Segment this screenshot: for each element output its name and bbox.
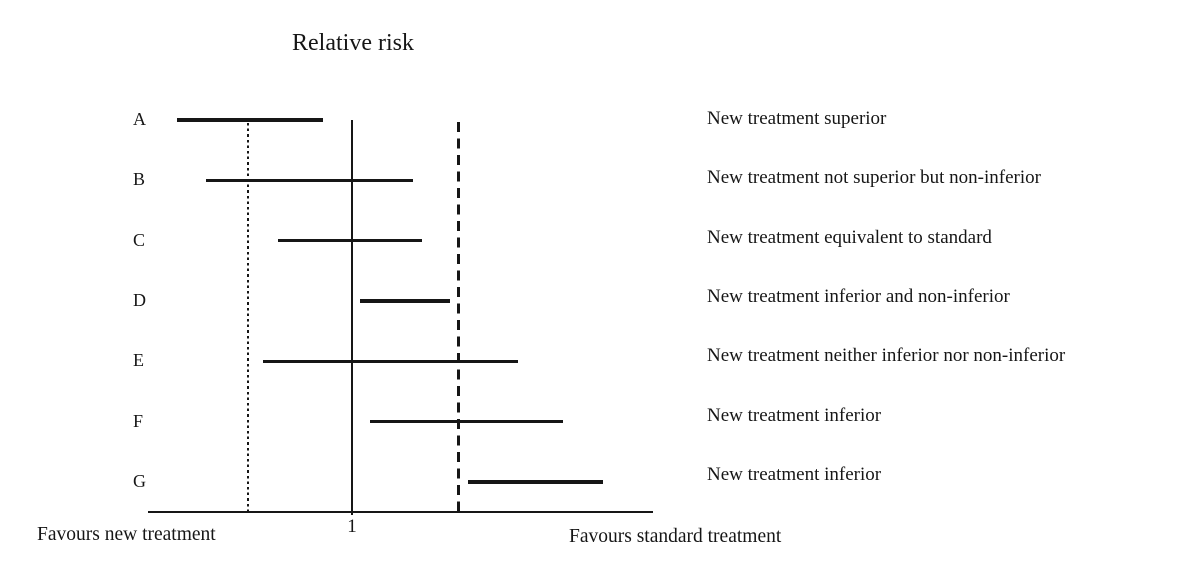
no-effect-reference-line-solid — [350, 120, 354, 515]
x-axis-tick-label-1: 1 — [347, 516, 357, 537]
confidence-interval-bar — [277, 238, 422, 243]
non-inferiority-margin-reference-line-dashed — [457, 122, 461, 513]
confidence-interval-bar — [206, 178, 414, 183]
confidence-interval-bar — [468, 480, 603, 484]
row-description: New treatment inferior and non-inferior — [707, 285, 1010, 307]
row-letter: C — [133, 229, 146, 250]
confidence-interval-bar — [177, 118, 323, 122]
confidence-interval-bar — [359, 299, 451, 303]
row-description: New treatment not superior but non-infer… — [707, 167, 1041, 189]
x-axis-label-favours-new-treatment: Favours new treatment — [37, 524, 216, 545]
row-letter: F — [133, 410, 144, 431]
row-description: New treatment inferior — [707, 404, 882, 426]
x-axis-label-favours-standard-treatment: Favours standard treatment — [569, 526, 782, 547]
row-description: New treatment neither inferior nor non-i… — [707, 345, 1066, 367]
row-description: New treatment inferior — [707, 463, 882, 485]
confidence-interval-bar — [262, 359, 518, 364]
row-letter: A — [133, 109, 146, 129]
row-description: New treatment equivalent to standard — [707, 226, 992, 248]
row-letter: B — [133, 169, 146, 190]
chart-title: Relative risk — [292, 30, 414, 56]
row-letter: G — [133, 470, 146, 491]
row-description: New treatment superior — [707, 108, 887, 129]
lower-margin-reference-line-dotted — [246, 123, 250, 511]
confidence-interval-bar — [369, 419, 563, 424]
x-axis-line — [148, 510, 653, 514]
row-letter: E — [133, 350, 144, 371]
row-letter: D — [133, 289, 146, 310]
